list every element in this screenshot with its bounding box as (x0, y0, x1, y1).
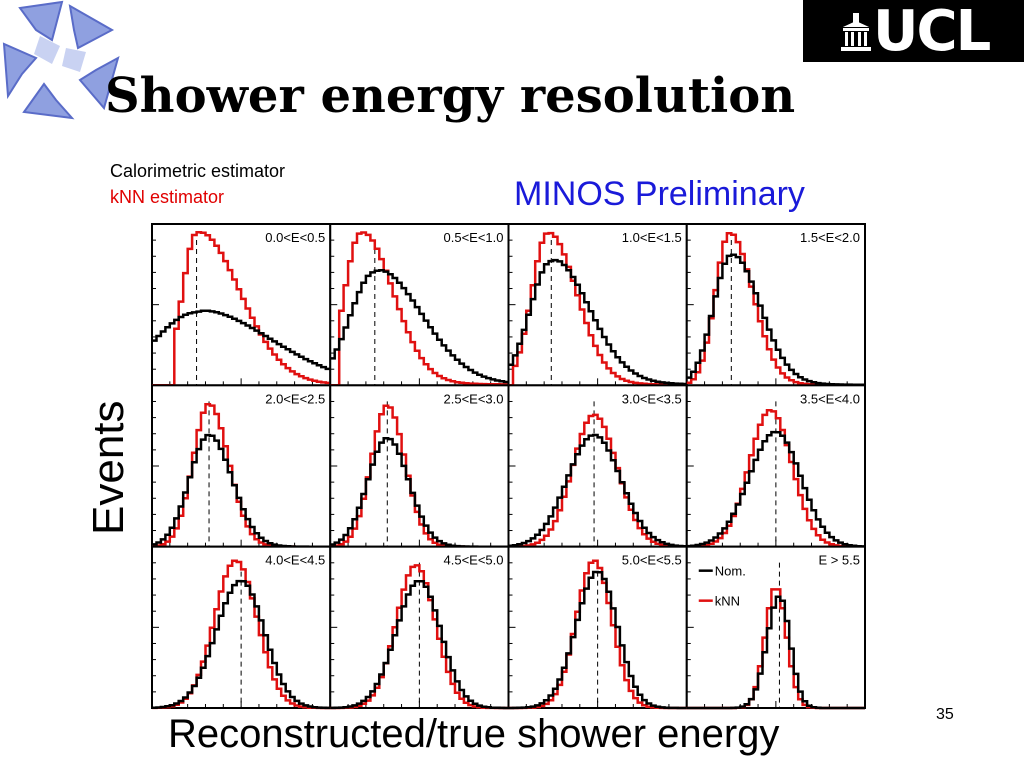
panel-energy-label: 5.0<E<5.5 (622, 553, 682, 568)
ucl-logo-text: UCL (873, 0, 991, 64)
knn-histogram (508, 413, 687, 548)
knn-histogram (508, 231, 687, 387)
knn-histogram (152, 559, 331, 710)
nominal-histogram (686, 595, 865, 710)
panel-energy-label: 3.0<E<3.5 (622, 391, 682, 406)
panel-energy-label: 0.0<E<0.5 (265, 230, 325, 245)
panel-frame (507, 384, 688, 548)
nominal-histogram (686, 253, 865, 386)
panel-energy-label: 4.0<E<4.5 (265, 553, 325, 568)
panel-energy-label: 1.5<E<2.0 (800, 230, 860, 245)
panel-energy-label: 0.5<E<1.0 (444, 230, 504, 245)
nominal-histogram (152, 309, 331, 371)
panel-frame (685, 545, 866, 710)
minos-preliminary-label: MINOS Preliminary (514, 175, 805, 213)
x-axis-label: Reconstructed/true shower energy (168, 712, 780, 756)
panel-energy-label: 2.0<E<2.5 (265, 391, 325, 406)
ucl-logo: UCL (803, 0, 1024, 62)
knn-histogram (152, 231, 331, 387)
nominal-histogram (508, 433, 687, 548)
nominal-histogram (686, 430, 865, 548)
panel-frame (329, 223, 510, 387)
nominal-histogram (508, 570, 687, 710)
knn-histogram (330, 231, 509, 387)
y-axis-label: Events (84, 400, 133, 535)
panel-energy-label: 1.0<E<1.5 (622, 230, 682, 245)
slide-title: Shower energy resolution (105, 68, 796, 124)
nominal-histogram (330, 579, 509, 710)
nominal-histogram (508, 258, 687, 386)
panel-energy-label: E > 5.5 (818, 553, 860, 568)
institution-swirl-logo (2, 0, 120, 120)
panel-frame (507, 223, 688, 387)
page-number: 35 (936, 706, 954, 723)
legend-calorimetric: Calorimetric estimator (110, 161, 286, 181)
knn-histogram (686, 408, 865, 548)
legend-knn-label: kNN (715, 594, 740, 609)
portico-icon (841, 13, 871, 51)
panel-energy-label: 4.5<E<5.0 (444, 553, 504, 568)
panel-energy-label: 3.5<E<4.0 (800, 391, 860, 406)
panel-energy-label: 2.5<E<3.0 (444, 391, 504, 406)
legend-nom-label: Nom. (715, 564, 746, 579)
nominal-histogram (152, 579, 331, 710)
legend-knn: kNN estimator (110, 187, 225, 207)
nominal-histogram (330, 269, 509, 384)
